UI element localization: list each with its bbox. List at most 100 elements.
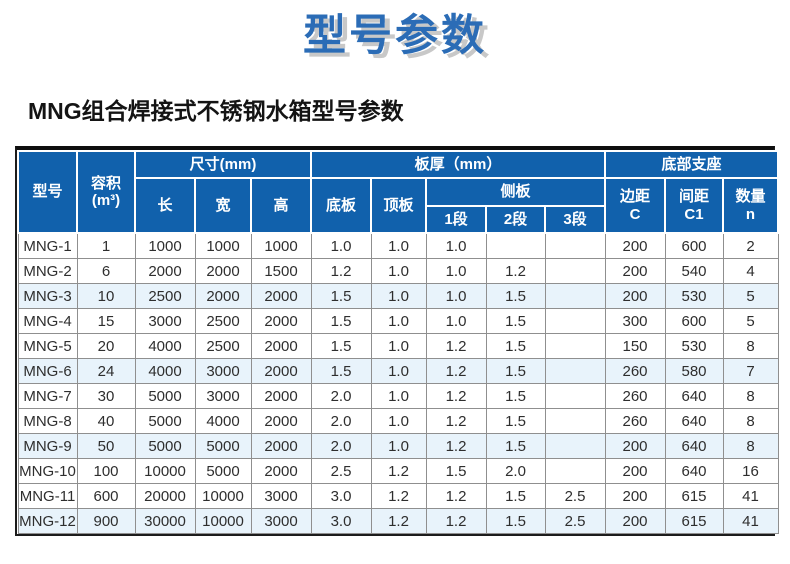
table-cell: 5 xyxy=(722,283,779,309)
table-cell: 2 xyxy=(722,232,779,259)
table-cell: 3000 xyxy=(250,508,312,534)
table-cell: 24 xyxy=(76,358,136,384)
table-cell: 6 xyxy=(76,258,136,284)
table-cell: 540 xyxy=(664,258,724,284)
table-cell: 2000 xyxy=(250,383,312,409)
table-cell: 2.5 xyxy=(544,483,606,509)
table-cell: 2.0 xyxy=(310,433,372,459)
table-cell: 40 xyxy=(76,408,136,434)
col-header-height: 高 xyxy=(250,177,312,234)
table-cell: 16 xyxy=(722,458,779,484)
col-header-segment1: 1段 xyxy=(425,205,487,234)
table-cell: 15 xyxy=(76,308,136,334)
table-cell: 1.5 xyxy=(485,508,546,534)
table-cell: 1.5 xyxy=(485,308,546,334)
table-row: MNG-8 40 5000 4000 2000 2.0 1.0 1.2 1.5 260 640 8 xyxy=(17,408,779,434)
table-cell: 4 xyxy=(722,258,779,284)
table-cell: 580 xyxy=(664,358,724,384)
spec-table-container: 型号 容积 (m³) 尺寸(mm) 板厚（mm） 底部支座 长 宽 高 底板 顶… xyxy=(15,146,780,536)
table-cell: 20 xyxy=(76,333,136,359)
table-cell: MNG-1 xyxy=(17,232,78,259)
table-cell: 1.0 xyxy=(370,333,427,359)
table-cell: 5000 xyxy=(134,408,196,434)
table-cell: 41 xyxy=(722,483,779,509)
table-cell: 5000 xyxy=(134,383,196,409)
table-cell: 1.2 xyxy=(425,333,487,359)
table-cell: MNG-3 xyxy=(17,283,78,309)
table-cell: 2.5 xyxy=(310,458,372,484)
table-cell: 3000 xyxy=(194,358,252,384)
table-cell: 1.2 xyxy=(370,458,427,484)
table-cell: 900 xyxy=(76,508,136,534)
table-cell: 615 xyxy=(664,508,724,534)
table-cell: 1.0 xyxy=(370,383,427,409)
table-cell: 640 xyxy=(664,458,724,484)
group-header-thickness: 板厚（mm） xyxy=(309,150,607,179)
group-header-support: 底部支座 xyxy=(604,150,780,179)
table-cell: 2000 xyxy=(250,333,312,359)
table-row: MNG-10 100 10000 5000 2000 2.5 1.2 1.5 2.0 200 640… xyxy=(17,458,779,484)
table-cell: 300 xyxy=(604,308,666,334)
table-cell: 1.0 xyxy=(425,283,487,309)
table-cell: 1.5 xyxy=(310,333,372,359)
table-cell: 8 xyxy=(722,383,779,409)
table-cell: 200 xyxy=(604,258,666,284)
col-header-model: 型号 xyxy=(17,150,78,234)
table-cell: MNG-12 xyxy=(17,508,78,534)
table-cell: MNG-4 xyxy=(17,308,78,334)
table-cell: 8 xyxy=(722,333,779,359)
table-row: MNG-3 10 2500 2000 2000 1.5 1.0 1.0 1.5 200 530 5 xyxy=(17,283,779,309)
table-cell: 2500 xyxy=(134,283,196,309)
table-cell: 1.5 xyxy=(310,283,372,309)
table-cell: 1.0 xyxy=(370,258,427,284)
col-header-width: 宽 xyxy=(194,177,252,234)
table-cell xyxy=(544,458,606,484)
table-cell: 1.2 xyxy=(485,258,546,284)
table-cell: 10 xyxy=(76,283,136,309)
table-cell: 2000 xyxy=(250,458,312,484)
table-cell xyxy=(544,333,606,359)
table-cell: 1.2 xyxy=(425,408,487,434)
table-cell: MNG-10 xyxy=(17,458,78,484)
table-cell: 5000 xyxy=(194,433,252,459)
table-cell xyxy=(544,408,606,434)
col-header-quantity-symbol: n xyxy=(745,205,756,223)
table-cell: MNG-5 xyxy=(17,333,78,359)
table-cell: 2000 xyxy=(134,258,196,284)
table-row: MNG-7 30 5000 3000 2000 2.0 1.0 1.2 1.5 260 640 8 xyxy=(17,383,779,409)
table-cell: 1000 xyxy=(194,232,252,259)
table-cell: 1.0 xyxy=(310,232,372,259)
table-cell: 8 xyxy=(722,408,779,434)
table-cell: 5 xyxy=(722,308,779,334)
table-cell: 600 xyxy=(76,483,136,509)
table-cell: 200 xyxy=(604,433,666,459)
table-cell: 150 xyxy=(604,333,666,359)
col-header-spacing-symbol: C1 xyxy=(684,205,704,223)
table-cell: 1.2 xyxy=(310,258,372,284)
col-header-spacing: 间距 C1 xyxy=(664,177,725,234)
table-cell: 1.0 xyxy=(370,358,427,384)
table-cell: 530 xyxy=(664,333,724,359)
table-cell: 1.0 xyxy=(370,232,427,259)
table-cell: 1.5 xyxy=(485,333,546,359)
table-cell: 260 xyxy=(604,383,666,409)
table-cell: 200 xyxy=(604,232,666,259)
table-cell: 1.5 xyxy=(485,383,546,409)
table-cell: MNG-6 xyxy=(17,358,78,384)
table-cell xyxy=(544,358,606,384)
table-row: MNG-2 6 2000 2000 1500 1.2 1.0 1.0 1.2 200 540 4 xyxy=(17,258,779,284)
col-header-segment2: 2段 xyxy=(485,205,546,234)
col-header-volume-label: 容积 xyxy=(90,174,121,192)
table-cell: 1 xyxy=(76,232,136,259)
table-cell: 640 xyxy=(664,383,724,409)
table-cell: 2000 xyxy=(250,308,312,334)
table-cell: 7 xyxy=(722,358,779,384)
table-cell: 200 xyxy=(604,483,666,509)
table-cell: MNG-9 xyxy=(17,433,78,459)
table-cell: 41 xyxy=(722,508,779,534)
table-cell: 640 xyxy=(664,408,724,434)
col-header-top-plate: 顶板 xyxy=(370,177,427,234)
table-cell: 10000 xyxy=(194,508,252,534)
table-cell: 1.5 xyxy=(485,483,546,509)
col-header-spacing-label: 间距 xyxy=(679,188,710,206)
